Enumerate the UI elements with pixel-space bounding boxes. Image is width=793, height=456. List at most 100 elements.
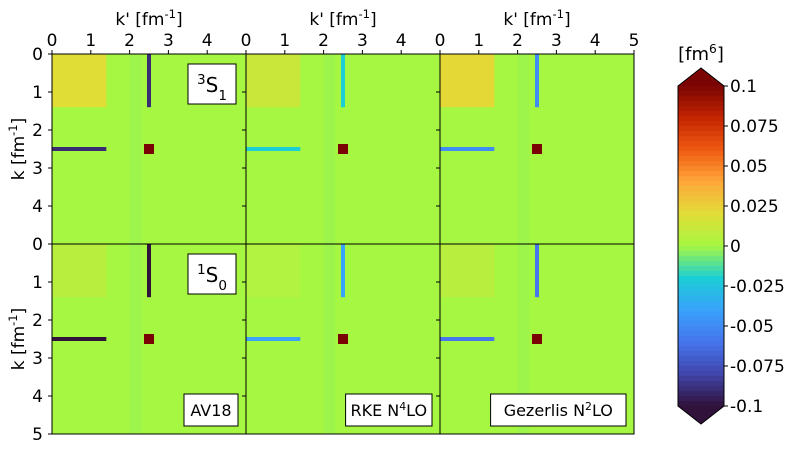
x-tick-label: 1 (279, 31, 290, 51)
low-k-block (52, 54, 107, 108)
y-tick-label: 1 (32, 273, 43, 293)
x-tick-label: 1 (473, 31, 484, 51)
x-tick-label: 0 (47, 31, 58, 51)
y-tick-label: 2 (32, 311, 43, 331)
y-tick-label: 1 (32, 83, 43, 103)
colorbar-segment (678, 341, 724, 347)
colorbar-segment (678, 231, 724, 237)
colorbar-segment (678, 166, 724, 172)
band (517, 54, 530, 244)
heatmap-panel (440, 54, 634, 244)
partial-wave-label: 1S0 (197, 262, 227, 294)
colorbar-segment (678, 291, 724, 297)
axes-layer: 0 1 2 3 4 k' [fm-1] 0 1 2 3 4 k' [fm-1] 0 1 2 3 4 5 k' [fm… (6, 7, 639, 445)
colorbar-segment (678, 336, 724, 342)
low-k-block (440, 54, 495, 108)
y-tick-label: 4 (32, 387, 43, 407)
spike-line-vertical (147, 54, 151, 108)
x-tick-label: 1 (85, 31, 96, 51)
x-tick-label: 3 (357, 31, 368, 51)
band (129, 54, 142, 244)
panel-grid (52, 54, 634, 434)
diagonal-peak (338, 144, 348, 154)
colorbar-segment (678, 331, 724, 337)
colorbar-segment (678, 121, 724, 127)
colorbar-segment (678, 96, 724, 102)
colorbar-segment (678, 186, 724, 192)
colorbar-extend-bottom (678, 406, 724, 424)
y-tick-label: 2 (32, 121, 43, 141)
potential-label: Gezerlis N2LO (504, 400, 613, 421)
low-k-block (440, 244, 495, 298)
x-tick-label: 3 (551, 31, 562, 51)
partial-wave-label: 3S1 (197, 72, 227, 104)
colorbar-extend-top (678, 68, 724, 86)
colorbar-segment (678, 306, 724, 312)
colorbar-segment (678, 261, 724, 267)
colorbar-segment (678, 361, 724, 367)
colorbar-segment (678, 156, 724, 162)
colorbar-segment (678, 281, 724, 287)
colorbar-segment (678, 206, 724, 212)
x-axis-label: k' [fm-1] (309, 7, 376, 30)
colorbar-segment (678, 256, 724, 262)
colorbar-tick-label: 0.025 (730, 197, 779, 217)
y-tick-label: 4 (32, 197, 43, 217)
colorbar-segment (678, 216, 724, 222)
colorbar-segment (678, 176, 724, 182)
colorbar-segment (678, 311, 724, 317)
x-tick-label: 4 (590, 31, 601, 51)
y-axis-label: k [fm-1] (6, 308, 29, 371)
panel-frame (439, 243, 635, 435)
colorbar-segment (678, 266, 724, 272)
colorbar-segment (678, 376, 724, 382)
diagonal-peak (144, 144, 154, 154)
colorbar-segment (678, 326, 724, 332)
colorbar-segment (678, 381, 724, 387)
y-tick-label: 5 (32, 425, 43, 445)
diagonal-peak (144, 334, 154, 344)
diagonal-peak (338, 334, 348, 344)
x-axis-label: k' [fm-1] (503, 7, 570, 30)
colorbar-segment (678, 386, 724, 392)
colorbar-segment (678, 391, 724, 397)
colorbar-segment (678, 196, 724, 202)
partial-wave-label-box (187, 63, 237, 105)
diagonal-peak (532, 144, 542, 154)
colorbar-segment (678, 171, 724, 177)
spike-line-horizontal (52, 337, 107, 341)
colorbar-segment (678, 111, 724, 117)
x-tick-label: 5 (629, 31, 640, 51)
colorbar-segment (678, 356, 724, 362)
colorbar-segment (678, 301, 724, 307)
colorbar-segment (678, 271, 724, 277)
colorbar-segment (678, 101, 724, 107)
colorbar-segment (678, 201, 724, 207)
colorbar-segment (678, 286, 724, 292)
colorbar-segment (678, 131, 724, 137)
colorbar-segment (678, 236, 724, 242)
x-axis-label: k' [fm-1] (115, 7, 182, 30)
x-tick-label: 2 (318, 31, 329, 51)
colorbar-segment (678, 276, 724, 282)
spike-line-horizontal (52, 147, 107, 151)
x-tick-label: 4 (202, 31, 213, 51)
colorbar-tick-label: 0.075 (730, 117, 779, 137)
panel-labels-layer: 3S1 1S0 AV18 RKE N4LO Gezerlis N2LO (183, 63, 627, 427)
potential-label: AV18 (190, 401, 231, 420)
colorbar-segment (678, 86, 724, 92)
colorbar-segment (678, 316, 724, 322)
y-tick-label: 3 (32, 349, 43, 369)
colorbar-segment (678, 141, 724, 147)
diagonal-peak (532, 334, 542, 344)
colorbar-segment (678, 246, 724, 252)
band (323, 54, 336, 244)
colorbar-segment (678, 136, 724, 142)
low-k-block (246, 54, 301, 108)
colorbar-segment (678, 126, 724, 132)
spike-line-horizontal (246, 337, 301, 341)
band (517, 244, 530, 434)
colorbar-tick-label: -0.05 (730, 317, 774, 337)
x-tick-label: 2 (124, 31, 135, 51)
colorbar-segment (678, 346, 724, 352)
